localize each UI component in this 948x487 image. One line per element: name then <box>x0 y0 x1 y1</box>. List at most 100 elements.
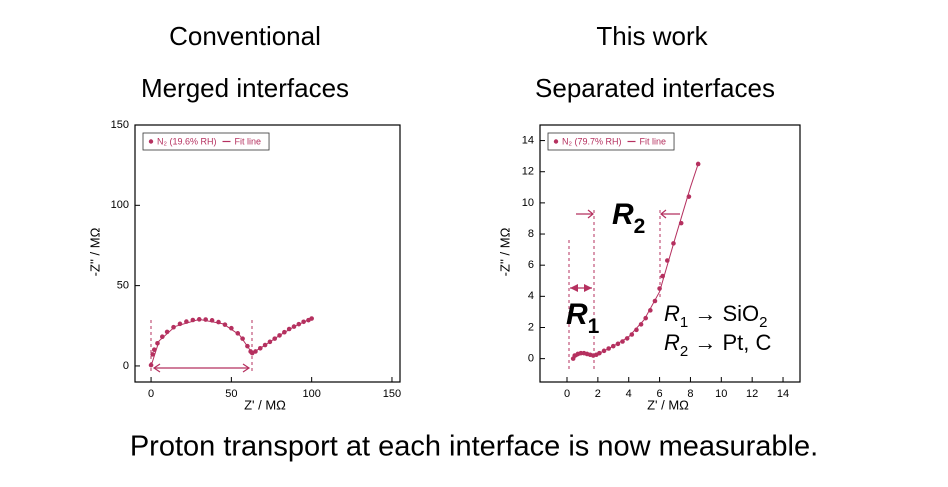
legend: N₂ (79.7% RH) Fit line <box>547 132 675 151</box>
data-point <box>267 339 273 345</box>
data-point <box>282 329 287 335</box>
data-point <box>597 350 602 356</box>
y-tick-label: 0 <box>528 353 534 365</box>
y-tick-label: 14 <box>522 134 534 146</box>
data-point <box>606 346 611 351</box>
data-point <box>240 336 245 341</box>
data-point <box>671 241 676 246</box>
x-axis-label: Z' / MΩ <box>647 397 689 412</box>
subscript: 2 <box>634 215 646 238</box>
x-tick-label: 4 <box>626 388 632 400</box>
data-point <box>615 341 621 347</box>
y-tick-label: 6 <box>528 259 534 271</box>
legend-label: N₂ (19.6% RH) <box>157 136 217 146</box>
data-point <box>235 331 241 336</box>
data-point <box>620 339 625 344</box>
data-point <box>652 298 658 304</box>
data-point <box>695 161 701 167</box>
annotation-part: R <box>664 301 680 326</box>
data-point <box>643 315 648 321</box>
data-point <box>229 325 234 331</box>
data-point <box>309 316 314 321</box>
plot-frame <box>134 124 401 383</box>
data-point <box>634 327 639 333</box>
guides <box>568 209 680 372</box>
data-point <box>150 352 155 357</box>
y-tick-label: 2 <box>528 321 534 333</box>
arrow-head <box>587 209 594 219</box>
data-point <box>301 319 306 325</box>
data-point <box>209 318 215 323</box>
heading: Conventional <box>169 21 321 51</box>
data-point <box>196 317 202 322</box>
data-point <box>660 273 665 279</box>
annotation-part: R <box>566 298 588 331</box>
y-tick-label: 12 <box>522 166 534 178</box>
data-point <box>601 348 607 354</box>
y-tick-label: 50 <box>117 280 129 292</box>
data-point <box>648 308 653 313</box>
x-tick-label: 10 <box>715 388 727 400</box>
x-tick-label: 100 <box>302 388 320 400</box>
legend-marker <box>553 139 559 144</box>
y-tick-label: 0 <box>123 360 129 372</box>
legend-box <box>142 132 270 151</box>
data-point <box>257 345 263 351</box>
data-point <box>678 220 684 226</box>
y-tick-label: 8 <box>528 228 534 240</box>
data-point <box>272 336 278 341</box>
annotation-part: R <box>612 198 634 231</box>
data-point <box>277 333 282 338</box>
data-point <box>164 329 170 335</box>
y-tick-label: 100 <box>111 199 129 211</box>
x-tick-label: 12 <box>746 388 758 400</box>
x-tick-label: 150 <box>383 388 401 400</box>
arrow-head <box>570 284 592 292</box>
annotation-part: R <box>664 330 680 355</box>
data-point <box>610 343 616 349</box>
y-tick-label: 4 <box>528 290 534 302</box>
annotation-part: → Pt, C <box>688 330 771 355</box>
data-point <box>686 194 692 199</box>
data-point <box>624 336 630 341</box>
legend-label: Fit line <box>640 136 667 146</box>
annotation: R1 <box>566 298 600 338</box>
plot-frame <box>539 124 801 383</box>
x-tick-label: 6 <box>657 388 663 400</box>
y-axis-label: -Z'' / MΩ <box>497 227 512 276</box>
x-tick-label: 14 <box>777 388 789 400</box>
chart: 0 50 100 150 0 50 100 150 Z' / MΩ -Z'' / MΩ N₂ (19… <box>87 119 401 413</box>
data-point <box>296 321 302 327</box>
data-point <box>629 332 635 337</box>
annotation-part: → SiO <box>688 301 759 326</box>
y-tick-label: 10 <box>522 197 534 209</box>
plot-area <box>570 161 701 361</box>
data-point <box>148 362 154 368</box>
guides <box>150 320 253 373</box>
legend: N₂ (19.6% RH) Fit line <box>142 132 270 151</box>
subheading: Merged interfaces <box>141 73 349 103</box>
annotation: R2 <box>612 198 645 238</box>
subscript: 2 <box>759 314 767 331</box>
data-point <box>657 286 662 291</box>
data-point <box>190 317 196 323</box>
plot-area <box>148 316 314 368</box>
subscript: 1 <box>680 314 688 331</box>
x-tick-label: 8 <box>687 388 693 400</box>
data-point <box>253 349 258 354</box>
data-point <box>203 317 208 322</box>
x-tick-label: 0 <box>148 388 154 400</box>
data-point <box>222 322 228 327</box>
legend-label: N₂ (79.7% RH) <box>562 136 622 146</box>
data-point <box>184 319 189 324</box>
data-point <box>160 334 165 340</box>
x-tick-label: 0 <box>564 388 570 400</box>
data-point <box>286 326 292 332</box>
y-axis-label: -Z'' / MΩ <box>87 227 102 276</box>
data-point <box>171 324 176 330</box>
data-point <box>245 343 250 349</box>
data-point <box>638 322 644 327</box>
x-axis-label: Z' / MΩ <box>244 397 286 412</box>
